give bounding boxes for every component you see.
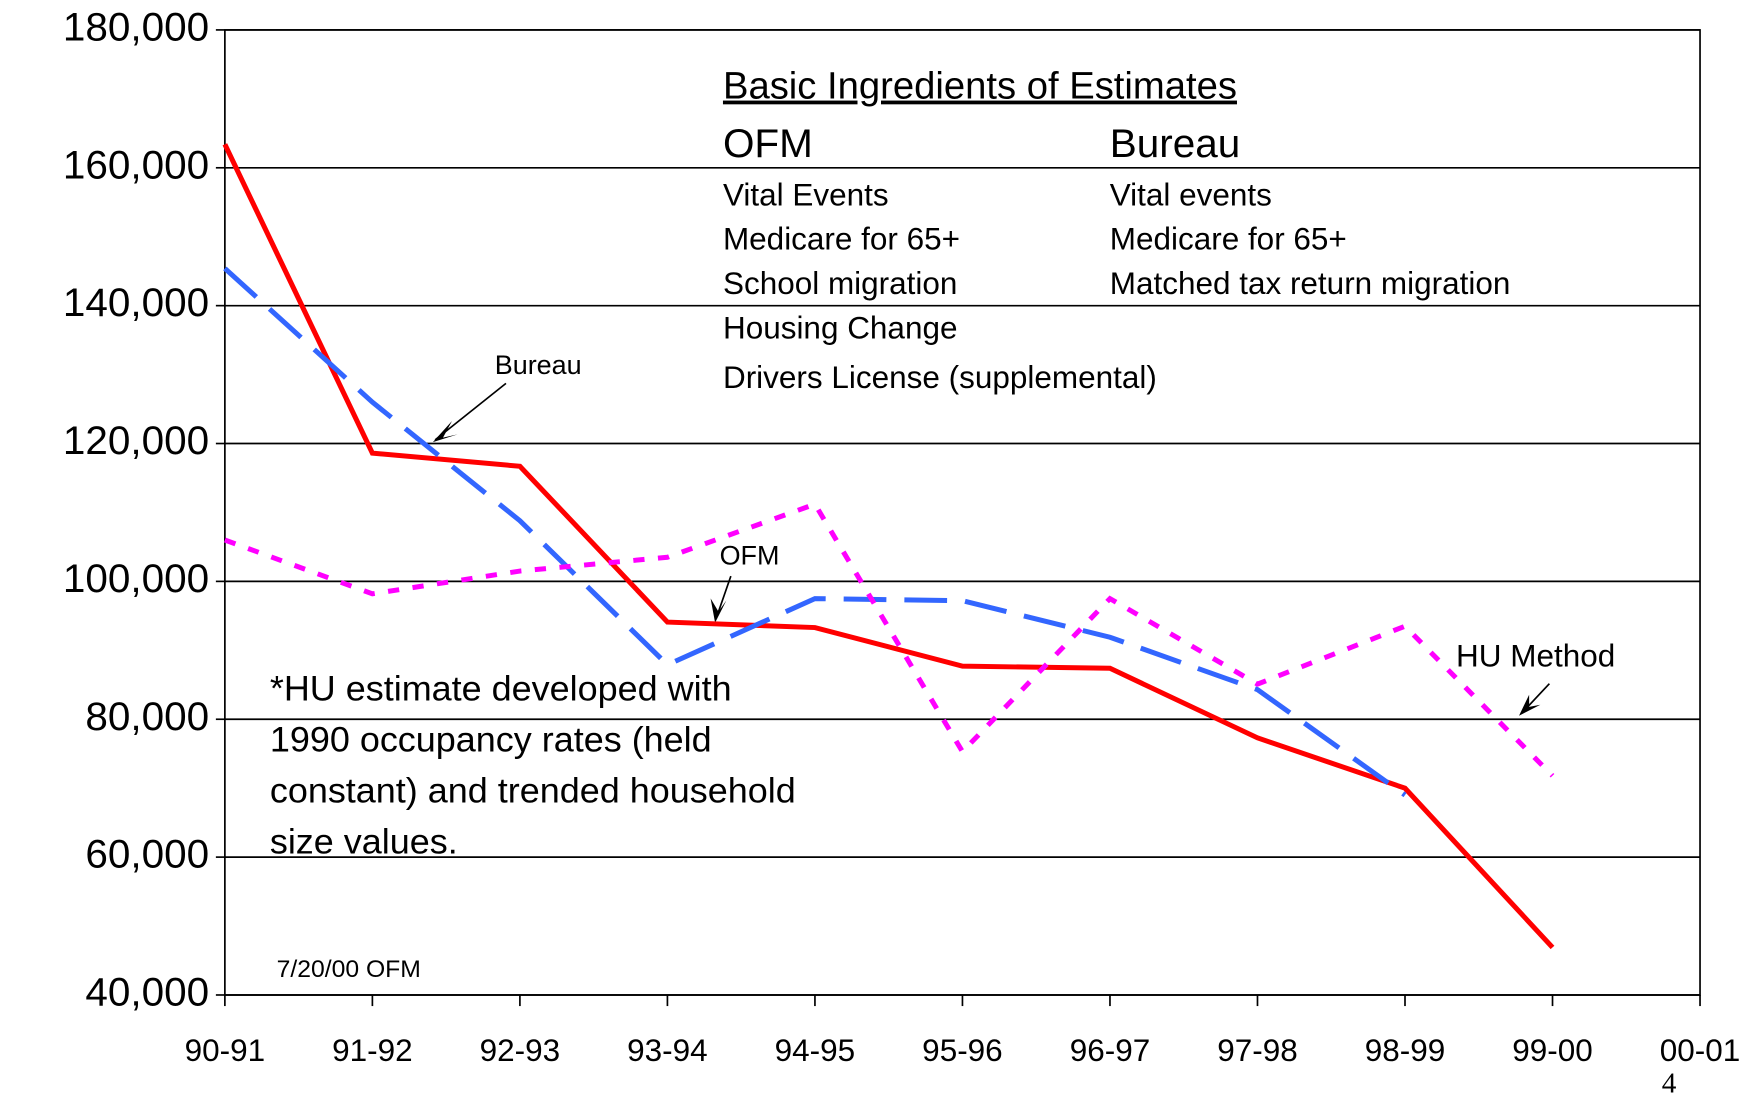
series-line xyxy=(223,501,1555,778)
x-tick-label: 94-95 xyxy=(775,1033,856,1068)
ingredients-title: Basic Ingredients of Estimates xyxy=(723,66,1237,108)
ingredients-cell: Housing Change xyxy=(723,311,958,346)
y-tick-label: 160,000 xyxy=(63,143,209,188)
x-tick-label: 93-94 xyxy=(627,1033,708,1068)
x-tick-label: 91-92 xyxy=(332,1033,413,1068)
x-tick-label: 90-91 xyxy=(185,1033,266,1068)
y-tick-label: 180,000 xyxy=(63,5,209,50)
ingredients-cell: Vital Events xyxy=(723,178,889,213)
note-line: constant) and trended household xyxy=(270,771,796,811)
arrow-head xyxy=(1519,694,1541,716)
annotation-arrow xyxy=(715,575,732,619)
page-number: 4 xyxy=(1662,1068,1677,1100)
arrow-head xyxy=(432,421,458,443)
ingredients-cell: Drivers License (supplemental) xyxy=(723,360,1157,395)
x-tick-label: 96-97 xyxy=(1070,1033,1151,1068)
y-tick-label: 120,000 xyxy=(63,418,209,463)
series-line xyxy=(223,266,1407,798)
y-tick-label: 100,000 xyxy=(63,556,209,601)
x-tick-label: 95-96 xyxy=(922,1033,1003,1068)
series-label: HU Method xyxy=(1456,639,1615,674)
ingredients-cell: Medicare for 65+ xyxy=(1110,222,1347,257)
series-line xyxy=(222,143,1555,950)
y-tick-label: 80,000 xyxy=(85,694,209,739)
ingredients-cell: Medicare for 65+ xyxy=(723,222,960,257)
series-label: Bureau xyxy=(495,350,582,380)
y-tick-label: 60,000 xyxy=(85,832,209,877)
series-label: OFM xyxy=(720,541,780,571)
y-tick-label: 40,000 xyxy=(85,970,209,1015)
ingredients-column: OFM xyxy=(723,121,813,166)
x-tick-label: 00-01 xyxy=(1660,1033,1741,1068)
x-tick-label: 99-00 xyxy=(1512,1033,1593,1068)
x-tick-label: 97-98 xyxy=(1217,1033,1298,1068)
annotation-arrow xyxy=(434,382,507,441)
note-line: *HU estimate developed with xyxy=(270,669,732,709)
note-line: size values. xyxy=(270,822,458,862)
ingredients-column: Bureau xyxy=(1110,121,1240,166)
ingredients-cell: Vital events xyxy=(1110,178,1272,213)
x-tick-label: 98-99 xyxy=(1365,1033,1446,1068)
note-line: 1990 occupancy rates (held xyxy=(270,720,712,760)
x-tick-label: 92-93 xyxy=(480,1033,561,1068)
ingredients-cell: Matched tax return migration xyxy=(1110,266,1511,301)
y-tick-label: 140,000 xyxy=(63,280,209,325)
arrow-head xyxy=(710,598,727,623)
footer: 7/20/00 OFM xyxy=(277,956,421,983)
ingredients-cell: School migration xyxy=(723,266,957,301)
